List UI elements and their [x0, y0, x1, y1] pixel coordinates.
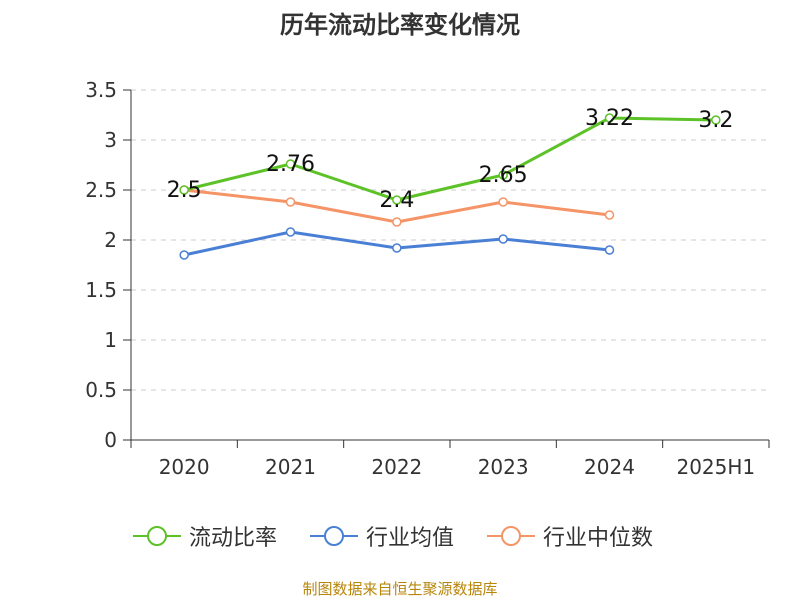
data-label-layer: 2.5 2.76 2.4 2.65 3.22 3.2: [167, 106, 734, 213]
data-label-5: 3.2: [698, 108, 733, 133]
legend-item-0[interactable]: 流动比率: [133, 521, 277, 551]
series-1-point-0: [179, 250, 189, 260]
series-1-point-4: [604, 245, 615, 255]
data-label-3: 2.65: [479, 163, 528, 188]
series-1-point-2: [392, 243, 402, 253]
series-layer: [179, 113, 721, 260]
legend-label-0: 流动比率: [189, 526, 278, 551]
data-label-0: 2.5: [167, 178, 202, 203]
x-tick-label-0: 2020: [159, 455, 210, 479]
x-tick-label-1: 2021: [265, 455, 316, 479]
x-tick-label-5: 2025H1: [676, 455, 755, 479]
legend-item-1[interactable]: 行业均值: [310, 521, 454, 551]
y-tick-label-4: 2: [104, 228, 117, 252]
legend-marker-0: [133, 526, 181, 546]
series-0-point-2: [392, 195, 402, 205]
data-label-4: 3.22: [585, 106, 634, 131]
series-0-point-1: [285, 159, 296, 169]
x-tick-label-3: 2023: [478, 455, 529, 479]
legend-label-1: 行业均值: [366, 526, 455, 551]
series-2-point-4: [604, 210, 615, 220]
y-tick-label-5: 2.5: [85, 178, 117, 202]
data-label-1: 2.76: [266, 152, 315, 177]
y-tick-label-7: 3.5: [85, 78, 117, 102]
data-source-note: 制图数据来自恒生聚源数据库: [302, 580, 498, 598]
series-1-point-3: [498, 234, 508, 244]
x-tick-label-2: 2022: [371, 455, 422, 479]
series-2-point-2: [392, 217, 402, 227]
y-tick-label-3: 1.5: [85, 278, 117, 302]
y-tick-label-0: 0: [104, 428, 117, 452]
legend-item-2[interactable]: 行业中位数: [487, 521, 653, 551]
legend-marker-1: [310, 526, 358, 546]
grid-layer: [131, 89, 769, 391]
chart-title: 历年流动比率变化情况: [280, 11, 520, 39]
series-2-point-1: [285, 197, 296, 207]
legend-label-2: 行业中位数: [543, 526, 654, 551]
series-0-point-0: [179, 185, 189, 195]
series-0-point-4: [604, 113, 615, 123]
series-0-point-5: [711, 115, 721, 125]
series-1-point-1: [285, 227, 296, 237]
x-tick-label-4: 2024: [584, 455, 635, 479]
y-tick-label-6: 3: [104, 128, 117, 152]
series-2-point-3: [498, 197, 508, 207]
y-tick-label-2: 1: [104, 328, 117, 352]
legend-marker-2: [487, 526, 535, 546]
y-tick-label-1: 0.5: [85, 378, 117, 402]
series-0-point-3: [498, 170, 508, 180]
data-label-2: 2.4: [379, 188, 414, 213]
legend: 流动比率 行业均值 行业中位数: [0, 521, 800, 551]
axis-layer: 0 0.5 1 1.5 2 2.5 3 3.5 2020 2021 2022 2023 2024 2025…: [85, 78, 770, 479]
series-line-0: [183, 116, 716, 202]
